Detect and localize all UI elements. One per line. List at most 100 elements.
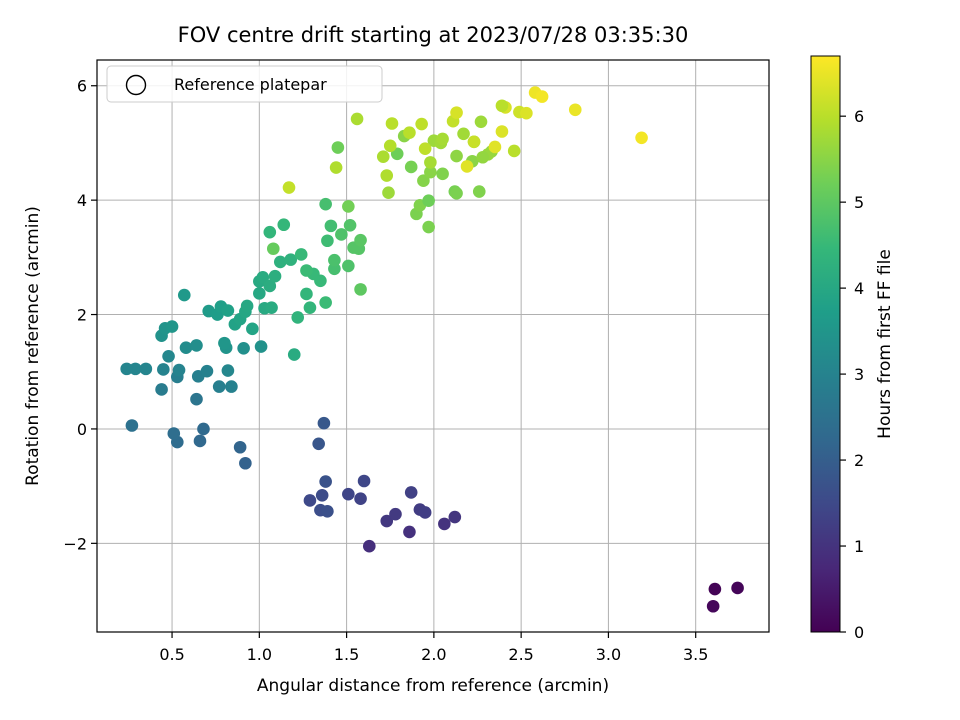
x-tick-label: 1.5 [334, 645, 359, 664]
scatter-point [331, 141, 345, 154]
scatter-point [354, 283, 367, 296]
scatter-point [385, 117, 399, 130]
scatter-point [403, 126, 416, 139]
scatter-point [418, 506, 432, 519]
scatter-point [418, 142, 432, 155]
scatter-point [354, 233, 367, 247]
plot-frame [96, 59, 770, 633]
y-axis-label: Rotation from reference (arcmin) [23, 206, 43, 486]
scatter-point [197, 422, 210, 436]
scatter-point [436, 132, 449, 146]
scatter-point [495, 125, 509, 138]
scatter-point [253, 287, 266, 300]
scatter-point [263, 225, 277, 239]
y-tick-label: 6 [77, 77, 87, 96]
x-tick-label: 1.0 [247, 645, 272, 664]
legend-label-reference-platepar: Reference platepar [174, 75, 327, 94]
scatter-point [495, 99, 509, 113]
scatter-point [422, 220, 435, 234]
scatter-point [342, 259, 355, 273]
scatter-point [342, 200, 355, 213]
scatter-point [314, 274, 327, 288]
scatter-point [254, 340, 268, 353]
scatter-point [535, 90, 549, 103]
scatter-point [233, 440, 247, 454]
scatter-point [350, 112, 364, 126]
scatter-point [328, 253, 341, 267]
colorbar-tick-label: 4 [854, 279, 864, 298]
scatter-point [450, 106, 463, 119]
scatter-point [239, 456, 252, 470]
scatter-point [319, 296, 332, 309]
scatter-point [507, 144, 521, 158]
scatter-point [319, 197, 332, 211]
colorbar-tick-label: 0 [854, 623, 864, 642]
scatter-point [335, 228, 348, 241]
y-tick-label: 4 [77, 191, 87, 210]
colorbar-gradient [810, 55, 841, 633]
scatter-point [467, 135, 481, 149]
scatter-point [303, 301, 317, 314]
scatter-point [162, 349, 175, 363]
scatter-point [300, 287, 313, 301]
scatter-point [120, 362, 133, 376]
legend-box [106, 65, 383, 103]
scatter-point [436, 167, 449, 181]
scatter-point [380, 514, 394, 528]
scatter-point [382, 186, 395, 200]
x-tick-label: 2.5 [508, 645, 533, 664]
legend: Reference platepar [106, 65, 383, 103]
scatter-point [303, 494, 317, 507]
scatter-point [731, 581, 744, 595]
scatter-point [221, 364, 235, 377]
scatter-point [282, 181, 296, 194]
scatter-point [237, 341, 250, 355]
scatter-point [263, 279, 277, 293]
scatter-point [193, 434, 207, 448]
colorbar-tick-label: 5 [854, 193, 864, 212]
scatter-point [312, 437, 325, 451]
scatter-point [284, 253, 298, 266]
scatter-point [706, 599, 720, 613]
scatter-point [424, 156, 437, 169]
scatter-point [165, 320, 179, 333]
scatter-point [342, 487, 355, 501]
scatter-point [139, 362, 153, 376]
scatter-point [240, 299, 254, 313]
scatter-point [212, 380, 226, 393]
scatter-point [321, 234, 334, 248]
scatter-point [294, 248, 308, 261]
scatter-point [125, 419, 139, 432]
scatter-point [357, 474, 371, 488]
scatter-point [488, 140, 502, 154]
colorbar-tick-label: 1 [854, 537, 864, 556]
scatter-point [277, 218, 291, 232]
chart-title: FOV centre drift starting at 2023/07/28 … [178, 23, 689, 47]
scatter-point [404, 486, 418, 499]
x-tick-label: 3.5 [683, 645, 708, 664]
scatter-point [315, 488, 329, 502]
scatter-point [190, 392, 203, 406]
scatter-point [266, 242, 280, 256]
scatter-point [287, 348, 301, 361]
scatter-point [246, 322, 259, 336]
x-tick-label: 3.0 [596, 645, 621, 664]
scatter-point [438, 517, 451, 531]
scatter-point [354, 492, 367, 506]
scatter-point [404, 160, 418, 174]
scatter-point [424, 165, 437, 179]
scatter-point [300, 264, 313, 277]
colorbar-tick-label: 6 [854, 107, 864, 126]
scatter-point [129, 362, 142, 376]
scatter-point [329, 161, 343, 174]
scatter-point [708, 582, 722, 596]
scatter-point [177, 288, 191, 302]
colorbar-tick-label: 3 [854, 365, 864, 384]
scatter-point [448, 510, 462, 524]
scatter-point [321, 505, 334, 518]
x-tick-label: 2.0 [421, 645, 446, 664]
colorbar-tick-label: 2 [854, 451, 864, 470]
scatter-point [273, 255, 287, 269]
scatter-point [256, 271, 270, 284]
